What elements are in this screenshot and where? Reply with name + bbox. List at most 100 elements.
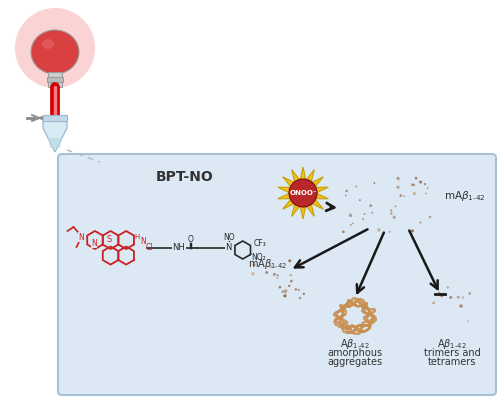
Circle shape bbox=[429, 216, 432, 219]
Text: CF₃: CF₃ bbox=[254, 240, 266, 248]
Ellipse shape bbox=[42, 39, 54, 49]
Circle shape bbox=[432, 301, 436, 304]
Circle shape bbox=[349, 214, 352, 217]
Circle shape bbox=[266, 271, 268, 274]
Circle shape bbox=[432, 302, 434, 304]
Text: Cl: Cl bbox=[146, 242, 153, 252]
Circle shape bbox=[468, 292, 471, 295]
Text: aggregates: aggregates bbox=[328, 357, 382, 367]
Polygon shape bbox=[43, 118, 67, 152]
Circle shape bbox=[294, 288, 297, 291]
Circle shape bbox=[390, 209, 392, 211]
Circle shape bbox=[370, 204, 372, 207]
Circle shape bbox=[426, 187, 428, 189]
Text: NO: NO bbox=[223, 234, 234, 242]
Circle shape bbox=[352, 222, 354, 224]
Circle shape bbox=[298, 289, 300, 291]
Circle shape bbox=[346, 189, 348, 192]
Circle shape bbox=[390, 212, 392, 215]
Circle shape bbox=[288, 259, 292, 262]
Circle shape bbox=[388, 230, 390, 233]
Text: S: S bbox=[107, 234, 112, 244]
Circle shape bbox=[438, 292, 440, 294]
Text: mA$\beta_{1\text{-}42}$: mA$\beta_{1\text{-}42}$ bbox=[444, 189, 486, 203]
Circle shape bbox=[371, 212, 374, 214]
Bar bbox=[48, 72, 62, 77]
Circle shape bbox=[460, 304, 463, 308]
FancyBboxPatch shape bbox=[58, 154, 496, 395]
Circle shape bbox=[396, 177, 400, 180]
Circle shape bbox=[251, 272, 254, 275]
Text: A$\beta_{1\text{-}42}$: A$\beta_{1\text{-}42}$ bbox=[340, 337, 370, 351]
Circle shape bbox=[457, 296, 460, 298]
Circle shape bbox=[284, 289, 288, 293]
Circle shape bbox=[392, 216, 396, 219]
Circle shape bbox=[282, 290, 284, 293]
Circle shape bbox=[414, 177, 418, 179]
Circle shape bbox=[440, 294, 443, 297]
Circle shape bbox=[278, 286, 281, 289]
Circle shape bbox=[252, 263, 256, 266]
Circle shape bbox=[290, 280, 293, 283]
Text: A$\beta_{1\text{-}42}$: A$\beta_{1\text{-}42}$ bbox=[437, 337, 467, 351]
Text: amorphous: amorphous bbox=[328, 348, 382, 358]
Circle shape bbox=[468, 320, 469, 322]
Circle shape bbox=[284, 292, 286, 294]
Circle shape bbox=[290, 274, 292, 277]
Circle shape bbox=[446, 286, 449, 289]
Circle shape bbox=[302, 293, 305, 295]
Circle shape bbox=[411, 229, 414, 232]
Circle shape bbox=[412, 184, 415, 186]
Circle shape bbox=[410, 183, 414, 186]
Circle shape bbox=[438, 292, 440, 294]
Bar bbox=[43, 115, 67, 121]
Circle shape bbox=[284, 294, 286, 298]
Circle shape bbox=[362, 218, 364, 220]
Circle shape bbox=[273, 273, 276, 276]
Circle shape bbox=[276, 277, 278, 279]
Text: tetramers: tetramers bbox=[428, 357, 476, 367]
Text: H: H bbox=[134, 234, 140, 240]
Circle shape bbox=[342, 230, 344, 233]
Circle shape bbox=[404, 195, 405, 197]
Text: N: N bbox=[91, 238, 97, 248]
Circle shape bbox=[450, 296, 452, 299]
Text: NH: NH bbox=[172, 242, 185, 252]
Circle shape bbox=[298, 297, 302, 299]
Circle shape bbox=[276, 274, 279, 276]
Polygon shape bbox=[48, 138, 62, 148]
Polygon shape bbox=[278, 167, 328, 219]
Text: ONOO⁻: ONOO⁻ bbox=[289, 190, 317, 196]
Text: mA$\beta_{1\text{-}42}$: mA$\beta_{1\text{-}42}$ bbox=[248, 257, 288, 271]
Bar bbox=[48, 82, 62, 87]
Circle shape bbox=[15, 8, 95, 88]
Circle shape bbox=[269, 265, 272, 268]
Circle shape bbox=[289, 179, 317, 207]
Circle shape bbox=[359, 199, 361, 201]
Circle shape bbox=[425, 193, 427, 195]
Circle shape bbox=[424, 183, 426, 185]
Text: O: O bbox=[188, 236, 194, 244]
Text: N: N bbox=[78, 232, 84, 242]
Circle shape bbox=[396, 185, 400, 189]
Circle shape bbox=[288, 285, 290, 287]
Bar bbox=[47, 77, 63, 82]
Circle shape bbox=[398, 178, 400, 180]
Circle shape bbox=[462, 297, 464, 298]
Circle shape bbox=[364, 213, 366, 215]
Circle shape bbox=[394, 205, 396, 207]
Circle shape bbox=[355, 185, 358, 188]
Circle shape bbox=[400, 194, 402, 197]
Circle shape bbox=[413, 192, 416, 195]
Text: N: N bbox=[226, 242, 232, 252]
Circle shape bbox=[420, 222, 422, 223]
Circle shape bbox=[374, 182, 376, 184]
Text: trimers and: trimers and bbox=[424, 348, 480, 358]
Text: N: N bbox=[140, 238, 146, 246]
Ellipse shape bbox=[31, 30, 79, 74]
Circle shape bbox=[345, 195, 346, 196]
Circle shape bbox=[419, 181, 422, 183]
Circle shape bbox=[350, 224, 352, 226]
Circle shape bbox=[377, 228, 380, 232]
Text: BPT-NO: BPT-NO bbox=[156, 170, 214, 184]
